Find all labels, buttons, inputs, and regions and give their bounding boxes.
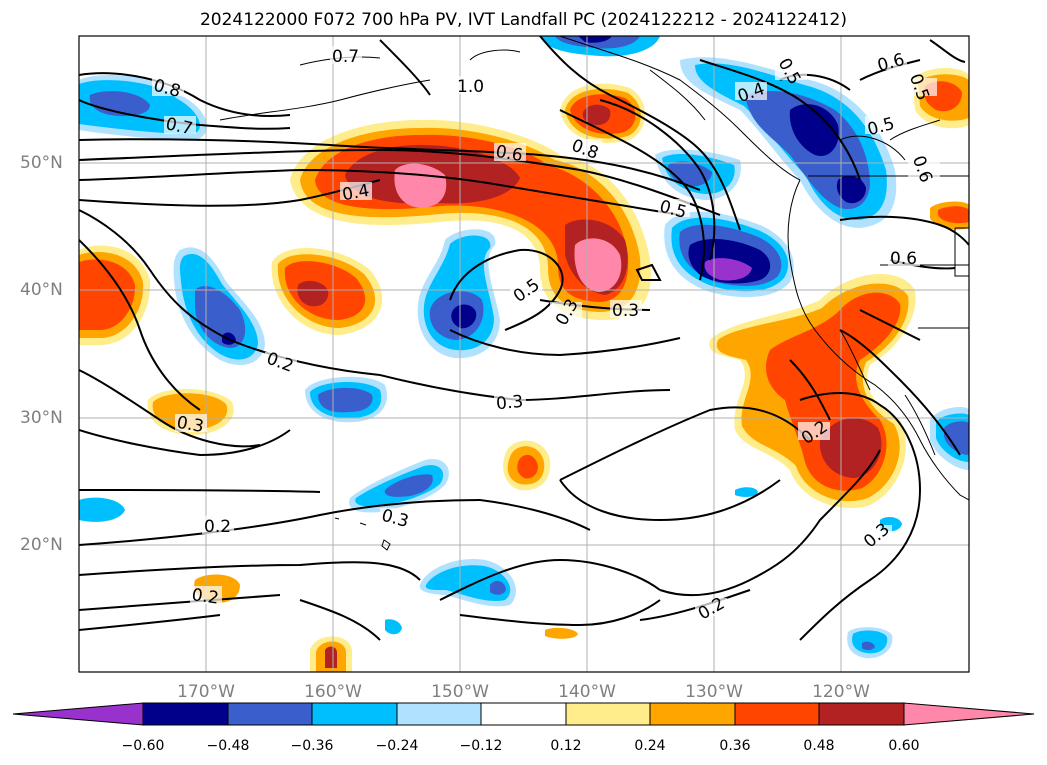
colorbar-tick-label: 0.36 bbox=[719, 738, 751, 754]
colorbar-bin bbox=[649, 702, 736, 726]
positive-anomaly-145w bbox=[503, 440, 551, 491]
lat-tick-label: 20°N bbox=[20, 535, 63, 555]
svg-text:0.4: 0.4 bbox=[341, 181, 371, 205]
lat-tick-label: 30°N bbox=[20, 408, 63, 428]
negative-anomaly-150w-south bbox=[419, 559, 516, 607]
svg-text:0.2: 0.2 bbox=[190, 585, 220, 609]
colorbar-tick-label: −0.60 bbox=[121, 738, 165, 754]
svg-text:0.7: 0.7 bbox=[332, 47, 359, 67]
colorbar-tick-label: 0.60 bbox=[888, 738, 920, 754]
lat-tick-label: 40°N bbox=[20, 280, 63, 300]
colorbar-bin bbox=[818, 702, 905, 726]
colorbar-tick-label: −0.48 bbox=[206, 738, 250, 754]
positive-anomaly-162w bbox=[271, 248, 383, 335]
contour-label: 0.7 bbox=[330, 46, 362, 67]
positive-anomaly-160w-south bbox=[310, 636, 352, 672]
colorbar-tick-label: −0.12 bbox=[459, 738, 503, 754]
colorbar-extend-min bbox=[12, 702, 144, 726]
contour-label: 0.2 bbox=[202, 516, 234, 537]
svg-text:0.3: 0.3 bbox=[175, 413, 205, 437]
colorbar-bin bbox=[142, 702, 229, 726]
contour-label: 0.4 bbox=[340, 181, 372, 205]
colorbar-tick-label: −0.36 bbox=[290, 738, 334, 754]
lon-tick-label: 160°W bbox=[304, 682, 362, 702]
negative-anomaly-155w bbox=[349, 459, 449, 513]
colorbar-bin bbox=[480, 702, 567, 726]
colorbar-bin bbox=[396, 702, 482, 726]
negative-anomaly-baja-south bbox=[847, 627, 893, 659]
colorbar-tick-label: 0.48 bbox=[803, 738, 835, 754]
colorbar bbox=[12, 702, 1035, 726]
contour-label: 0.2 bbox=[190, 585, 222, 609]
contour-label: 0.3 bbox=[494, 392, 526, 414]
gridlines bbox=[79, 36, 969, 672]
contour-label: 0.4 bbox=[735, 79, 767, 107]
positive-anomaly-170w bbox=[147, 388, 234, 435]
colorbar-tick-label: −0.24 bbox=[375, 738, 419, 754]
svg-text:0.3: 0.3 bbox=[612, 301, 639, 321]
negative-anomaly-180w bbox=[79, 497, 125, 522]
colorbar-tick-label: 0.24 bbox=[634, 738, 666, 754]
contour-label: 0.7 bbox=[164, 114, 196, 139]
svg-text:0.3: 0.3 bbox=[495, 392, 524, 414]
lon-tick-label: 140°W bbox=[558, 682, 616, 702]
lon-tick-label: 150°W bbox=[431, 682, 489, 702]
contour-labels: 0.8 0.7 1.0 0.7 0.6 0.8 0.4 0.5 0.5 0.6 … bbox=[151, 46, 940, 624]
negative-anomaly-147w bbox=[385, 619, 402, 635]
pv-contours bbox=[79, 36, 969, 641]
contour-label: 0.6 bbox=[908, 153, 940, 185]
negative-anomaly-top bbox=[540, 36, 660, 57]
svg-text:1.0: 1.0 bbox=[457, 77, 484, 97]
svg-text:0.2: 0.2 bbox=[204, 517, 231, 537]
negative-anomaly-167w bbox=[173, 247, 265, 365]
map-title: 2024122000 F072 700 hPa PV, IVT Landfall… bbox=[199, 10, 847, 30]
lon-tick-label: 120°W bbox=[812, 682, 870, 702]
contour-label: 0.3 bbox=[610, 300, 642, 321]
positive-anomaly-142w-south bbox=[545, 627, 578, 639]
contour-label: 0.3 bbox=[175, 413, 207, 437]
contour-label: 1.0 bbox=[455, 76, 487, 97]
negative-anomaly-160w-south bbox=[305, 376, 387, 423]
negative-anomaly-bc-coast bbox=[680, 57, 897, 229]
plot-frame bbox=[78, 35, 970, 673]
lon-tick-label: 170°W bbox=[177, 682, 235, 702]
negative-anomaly-150w bbox=[417, 229, 500, 359]
colorbar-bin bbox=[311, 702, 398, 726]
lat-tick-label: 50°N bbox=[20, 153, 63, 173]
colorbar-extend-max bbox=[903, 702, 1035, 726]
svg-text:0.6: 0.6 bbox=[494, 142, 524, 166]
positive-anomaly-west-coast bbox=[709, 273, 916, 509]
svg-text:0.6: 0.6 bbox=[890, 249, 917, 269]
contour-label: 0.6 bbox=[888, 248, 920, 269]
colorbar-bin bbox=[227, 702, 313, 726]
positive-anomaly-west bbox=[79, 245, 151, 345]
colorbar-bin bbox=[565, 702, 651, 726]
lon-tick-label: 130°W bbox=[685, 682, 743, 702]
colorbar-tick-label: 0.12 bbox=[550, 738, 582, 754]
negative-anomaly-128w bbox=[735, 487, 758, 497]
colorbar-bin bbox=[734, 702, 820, 726]
coastlines bbox=[219, 36, 969, 551]
contour-label: 0.6 bbox=[494, 142, 526, 166]
